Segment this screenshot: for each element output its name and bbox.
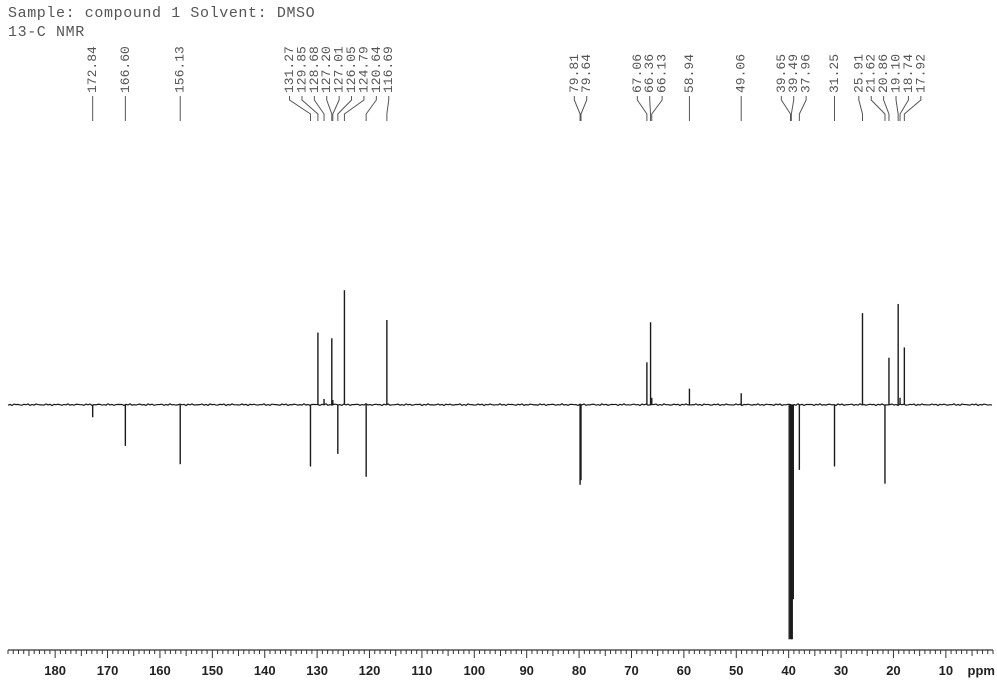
peak-label: 124.79 [356, 46, 371, 93]
peak-label-connector [337, 96, 353, 121]
peak-label: 39.49 [786, 54, 801, 93]
peak-label: 67.06 [630, 54, 645, 93]
peak-label: 116.69 [381, 46, 396, 93]
peak-label-connector [651, 96, 663, 121]
x-tick-label: 40 [781, 663, 795, 678]
x-tick-label: 140 [254, 663, 276, 678]
spectrum-header: Sample: compound 1 Solvent: DMSO 13-C NM… [8, 4, 315, 42]
x-tick-label: 150 [201, 663, 223, 678]
x-tick-label: 110 [411, 663, 432, 678]
peak-label: 17.92 [913, 54, 928, 93]
x-tick-label: 20 [886, 663, 900, 678]
peak-label: 79.81 [567, 54, 582, 93]
peak-label: 166.60 [118, 46, 133, 93]
peak-label: 79.64 [579, 54, 594, 93]
peak-label-connector [326, 96, 333, 121]
x-tick-label: 80 [572, 663, 586, 678]
peak-label: 120.64 [369, 46, 384, 93]
peak-label: 126.05 [344, 46, 359, 93]
peak-label: 172.84 [85, 46, 100, 93]
spectrum-peaks [91, 290, 906, 640]
peak-label-connector [649, 96, 652, 121]
x-tick-label: 60 [677, 663, 691, 678]
x-tick-label: 90 [519, 663, 533, 678]
peak-label-connector [636, 96, 648, 121]
x-axis-tick-labels: 180 170 160 150 140 130 120 110 100 90 80 70 60 50 40 3… [44, 663, 953, 678]
peak-label: 20.86 [876, 54, 891, 93]
peak-label: 39.65 [774, 54, 789, 93]
peak-label-connector [899, 96, 909, 121]
peak-label-connector [895, 96, 899, 121]
peak-label-connector [780, 96, 791, 121]
peak-label: 129.85 [294, 46, 309, 93]
peak-label-connector [386, 96, 390, 121]
x-tick-label: 180 [44, 663, 66, 678]
peak-label: 127.20 [319, 46, 334, 93]
x-tick-label: 50 [729, 663, 743, 678]
peak-label-connector [870, 96, 886, 121]
x-tick-label: 170 [97, 663, 119, 678]
x-axis-ticks [7, 650, 994, 658]
peak-label: 19.10 [889, 54, 904, 93]
experiment-title: 13-C NMR [8, 24, 85, 41]
peak-label: 131.27 [282, 46, 297, 93]
x-tick-label: 120 [359, 663, 381, 678]
peak-label: 66.36 [642, 54, 657, 93]
peak-label-connector [790, 96, 795, 121]
peak-label: 127.01 [332, 46, 347, 93]
peak-label-connector [573, 96, 581, 121]
peak-label-connector [289, 96, 311, 121]
x-tick-label: 10 [939, 663, 953, 678]
peak-label-connector [798, 96, 807, 121]
peak-label-connector [580, 96, 588, 121]
peak-label-connector [301, 96, 319, 121]
peak-labels: 172.84 166.60 156.13 131.27129.85128.68127.… [85, 46, 928, 93]
peak-label-connector [343, 96, 365, 121]
sample-info: Sample: compound 1 Solvent: DMSO [8, 5, 316, 22]
x-tick-label: 160 [149, 663, 171, 678]
x-axis-label: ppm [968, 663, 995, 678]
peak-label: 49.06 [734, 54, 749, 93]
x-tick-label: 130 [306, 663, 328, 678]
x-tick-label: 70 [624, 663, 638, 678]
x-tick-label: 100 [463, 663, 485, 678]
peak-label: 18.74 [901, 54, 916, 93]
peak-label: 156.13 [173, 46, 188, 93]
x-tick-label: 30 [834, 663, 848, 678]
peak-label: 25.91 [851, 54, 866, 93]
peak-label-connector [858, 96, 863, 121]
peak-label: 37.96 [799, 54, 814, 93]
peak-label-connectors [92, 96, 922, 121]
peak-label-connector [883, 96, 890, 121]
peak-label-connector [313, 96, 325, 121]
peak-label-connector [365, 96, 377, 121]
peak-label-connector [332, 96, 340, 121]
peak-label-connector [903, 96, 922, 121]
peak-label: 66.13 [655, 54, 670, 93]
peak-label: 21.62 [864, 54, 879, 93]
peak-label: 128.68 [307, 46, 322, 93]
peak-label: 31.25 [827, 54, 842, 93]
peak-label: 58.94 [682, 54, 697, 93]
spectrum-baseline [7, 403, 993, 407]
